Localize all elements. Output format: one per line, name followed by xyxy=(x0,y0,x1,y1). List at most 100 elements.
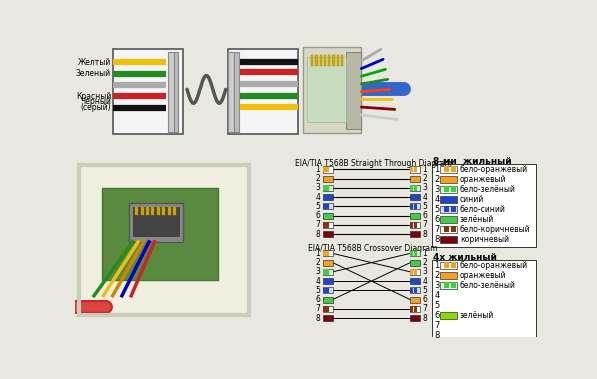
Bar xyxy=(322,306,325,312)
Text: 2: 2 xyxy=(423,174,427,183)
Text: 4: 4 xyxy=(434,194,439,204)
Bar xyxy=(101,188,218,280)
Bar xyxy=(451,206,456,212)
Bar xyxy=(414,167,417,172)
Text: 6: 6 xyxy=(434,311,439,320)
Bar xyxy=(327,204,330,209)
Text: 4: 4 xyxy=(434,291,439,300)
Bar xyxy=(346,52,361,128)
Bar xyxy=(303,47,361,133)
Bar xyxy=(410,287,420,293)
Text: 7: 7 xyxy=(423,221,427,229)
Text: 6: 6 xyxy=(315,295,321,304)
Bar xyxy=(410,213,420,219)
Bar xyxy=(322,175,333,182)
Text: 1: 1 xyxy=(423,165,427,174)
Bar xyxy=(322,250,333,257)
Text: 2: 2 xyxy=(423,258,427,267)
Bar xyxy=(441,236,457,243)
Bar xyxy=(333,55,335,66)
Text: 1: 1 xyxy=(434,164,439,174)
Bar xyxy=(322,166,333,172)
Bar xyxy=(228,52,234,132)
Bar xyxy=(322,204,325,209)
Text: Черный: Черный xyxy=(80,97,111,106)
Bar xyxy=(441,196,457,202)
Text: 5: 5 xyxy=(423,202,427,211)
Bar xyxy=(414,251,417,256)
Bar xyxy=(410,203,420,210)
Bar xyxy=(327,251,330,256)
Bar xyxy=(162,207,165,215)
Bar xyxy=(322,213,333,219)
Bar xyxy=(337,55,339,66)
Text: 2: 2 xyxy=(316,258,321,267)
Text: бело-зелёный: бело-зелёный xyxy=(460,185,516,194)
Text: Желтый: Желтый xyxy=(78,58,111,67)
Bar xyxy=(322,203,333,210)
Bar xyxy=(322,269,333,275)
Bar xyxy=(410,315,420,321)
Bar xyxy=(410,269,413,274)
Bar xyxy=(410,306,420,312)
Text: 4: 4 xyxy=(315,193,321,202)
Bar xyxy=(441,312,457,319)
Bar xyxy=(410,250,420,257)
Bar xyxy=(327,222,330,227)
Text: 7: 7 xyxy=(434,225,439,233)
Text: 6: 6 xyxy=(423,295,427,304)
Bar xyxy=(341,55,343,66)
Bar xyxy=(410,204,413,209)
Bar xyxy=(327,269,330,274)
Bar xyxy=(146,207,149,215)
Text: 3: 3 xyxy=(315,267,321,276)
Text: 7: 7 xyxy=(434,321,439,330)
Bar xyxy=(441,166,457,172)
Text: зелёный: зелёный xyxy=(460,311,494,320)
Text: 1: 1 xyxy=(434,261,439,270)
Bar xyxy=(322,288,325,293)
Bar xyxy=(322,222,325,227)
Bar xyxy=(451,226,456,232)
Text: 1: 1 xyxy=(316,165,321,174)
Text: бело-коричневый: бело-коричневый xyxy=(460,225,530,233)
Text: EIA/TIA T568B Straight Through Diagram: EIA/TIA T568B Straight Through Diagram xyxy=(295,159,451,168)
Bar xyxy=(315,55,318,66)
Bar xyxy=(322,315,333,321)
Bar xyxy=(414,288,417,293)
Bar xyxy=(327,185,330,191)
Text: Зеленый: Зеленый xyxy=(76,69,111,78)
Bar xyxy=(414,222,417,227)
Text: бело-зелёный: бело-зелёный xyxy=(460,281,516,290)
Bar xyxy=(451,282,456,288)
Bar xyxy=(432,164,536,247)
Bar xyxy=(410,222,413,227)
Text: 6: 6 xyxy=(423,211,427,220)
Bar xyxy=(328,55,330,66)
Text: 4х жильный: 4х жильный xyxy=(433,254,497,262)
Bar xyxy=(173,207,176,215)
Text: 2: 2 xyxy=(316,174,321,183)
Text: 8-ми  жильный: 8-ми жильный xyxy=(433,157,512,166)
Text: 7: 7 xyxy=(315,221,321,229)
Bar xyxy=(414,269,417,274)
Bar xyxy=(410,175,420,182)
Bar xyxy=(410,194,420,200)
Text: 8: 8 xyxy=(316,230,321,239)
Bar xyxy=(451,166,456,172)
Text: 3: 3 xyxy=(434,185,439,194)
Bar xyxy=(228,49,298,134)
Text: 8: 8 xyxy=(316,313,321,323)
Bar xyxy=(410,185,420,191)
Text: бело-оранжевый: бело-оранжевый xyxy=(460,164,528,174)
Bar xyxy=(410,167,413,172)
Text: 7: 7 xyxy=(423,304,427,313)
Text: 2: 2 xyxy=(434,175,439,183)
Text: коричневый: коричневый xyxy=(460,235,509,244)
Bar xyxy=(444,186,449,192)
Text: 5: 5 xyxy=(434,205,439,214)
Bar xyxy=(441,272,457,279)
Text: 5: 5 xyxy=(423,286,427,295)
Bar xyxy=(414,306,417,312)
Bar xyxy=(327,306,330,312)
